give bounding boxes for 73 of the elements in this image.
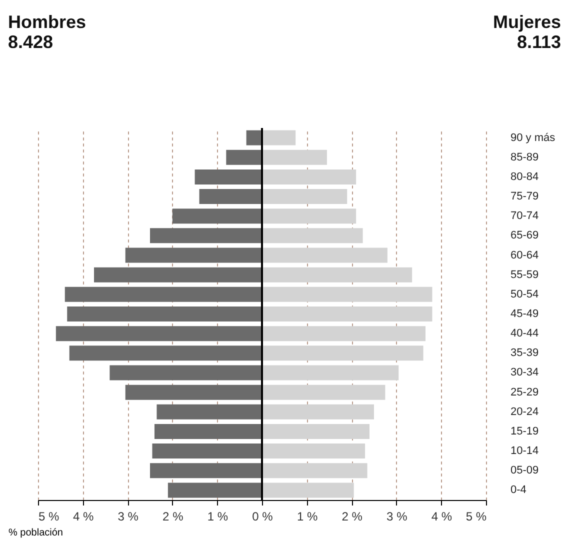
bar [262, 130, 296, 146]
x-tick-label: 4 % [72, 510, 94, 524]
bar [262, 384, 386, 400]
bar [262, 365, 399, 380]
bar [168, 482, 262, 498]
bar [199, 189, 262, 204]
bar [94, 267, 262, 282]
y-tick-label: 70-74 [510, 210, 539, 222]
x-tick-label: 4 % [431, 510, 452, 524]
bar [64, 286, 262, 302]
bar [262, 286, 432, 302]
text: Hombres [8, 12, 86, 32]
x-tick-label: 3 % [386, 510, 408, 524]
bar [150, 228, 262, 244]
bar [152, 444, 262, 459]
bar [125, 248, 262, 263]
x-tick-label: 2 % [162, 510, 184, 524]
bar [194, 169, 262, 184]
bar [262, 208, 356, 224]
y-tick-label: 45-49 [510, 308, 539, 320]
bar [262, 404, 374, 420]
y-tick-label: 25-29 [510, 386, 539, 398]
y-tick-label: 80-84 [510, 170, 539, 183]
text: Mujeres [492, 12, 561, 32]
bar [172, 208, 262, 224]
bar [156, 404, 262, 420]
bar [67, 306, 262, 322]
y-tick-label: 55-59 [510, 268, 539, 281]
y-tick-label: 40-44 [510, 328, 539, 340]
bar [262, 444, 366, 459]
x-tick-label: 2 % [342, 510, 363, 524]
bar [226, 150, 262, 165]
x-tick-label: 5 % [466, 510, 487, 524]
y-tick-label: 0-4 [510, 484, 526, 496]
bar [262, 482, 354, 498]
y-tick-label: 65-69 [510, 230, 539, 242]
x-axis-title: % población [8, 528, 63, 538]
bar [262, 150, 327, 165]
y-tick-label: 90 y más [510, 132, 556, 144]
x-tick-label: 1 % [207, 510, 228, 524]
y-tick-label: 05-09 [510, 464, 539, 477]
bar [262, 424, 370, 439]
bar [125, 384, 262, 400]
bar [56, 326, 262, 342]
bar [262, 306, 432, 322]
bar [110, 365, 262, 380]
bar [262, 463, 368, 478]
bar [69, 346, 262, 361]
y-tick-label: 50-54 [510, 288, 539, 300]
bar [246, 130, 262, 146]
bar [262, 169, 356, 184]
x-tick-label: 3 % [118, 510, 139, 524]
bar [262, 189, 348, 204]
text: 8.428 [8, 32, 54, 52]
bar [262, 326, 426, 342]
x-tick-label: 0 % [252, 510, 274, 524]
y-tick-label: 20-24 [510, 406, 539, 418]
bar [262, 248, 388, 263]
y-tick-label: 30-34 [510, 366, 539, 379]
y-tick-label: 60-64 [510, 249, 539, 262]
y-tick-label: 35-39 [510, 347, 539, 360]
bar [262, 267, 412, 282]
y-tick-label: 75-79 [510, 190, 539, 203]
bar [150, 463, 262, 478]
y-tick-label: 15-19 [510, 425, 539, 438]
text: 8.113 [516, 32, 561, 52]
y-tick-label: 85-89 [510, 151, 539, 164]
y-tick-label: 10-14 [510, 445, 539, 458]
x-tick-label: 5 % [38, 510, 60, 524]
bar [262, 346, 424, 361]
bar [154, 424, 262, 439]
x-tick-label: 1 % [296, 510, 318, 524]
bar [262, 228, 363, 244]
